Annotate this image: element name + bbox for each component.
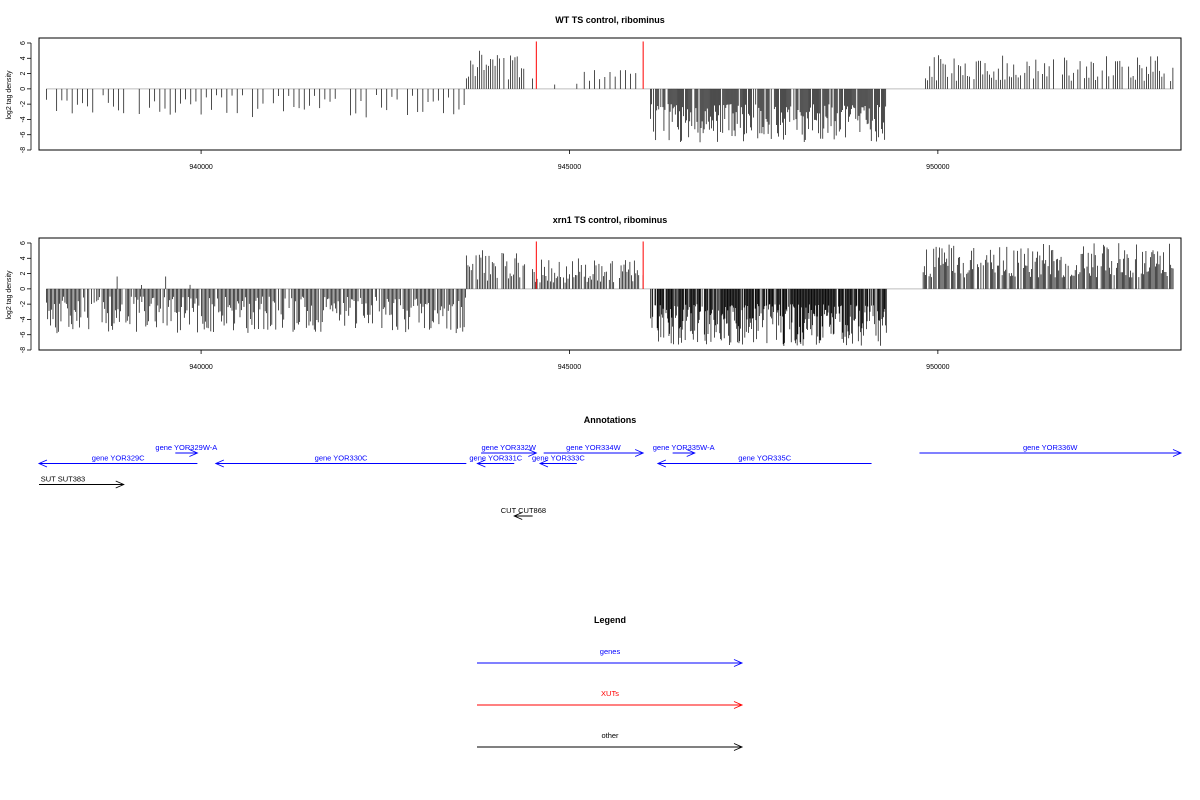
legend-item: XUTs — [477, 689, 744, 709]
strand-arrow-icon — [656, 459, 667, 468]
y-tick-label: 0 — [20, 287, 27, 291]
y-tick-label: 2 — [20, 272, 27, 276]
y-tick-label: -4 — [20, 316, 27, 322]
x-tick-label: 940000 — [189, 164, 212, 171]
y-tick-label: -2 — [20, 101, 27, 107]
feature-label: gene YOR329W-A — [155, 443, 217, 452]
annotation-feature: gene YOR335W-A — [653, 443, 715, 457]
y-tick-label: -4 — [20, 116, 27, 122]
annotations-title: Annotations — [584, 415, 637, 425]
annotation-feature: gene YOR330C — [214, 454, 467, 468]
x-tick-label: 950000 — [926, 364, 949, 371]
xrn1-panel-title: xrn1 TS control, ribominus — [553, 215, 668, 225]
feature-label: gene YOR332W — [481, 443, 536, 452]
y-tick-label: 4 — [20, 56, 27, 60]
annotation-feature: gene YOR329W-A — [155, 443, 217, 457]
strand-arrow-icon — [538, 459, 549, 468]
wt-y-axis: 6 4 2 0 -2 -4 -6 -8 — [20, 41, 32, 153]
legend-title: Legend — [594, 615, 626, 625]
annotation-feature: gene YOR331C — [469, 454, 523, 468]
y-tick-label: 4 — [20, 256, 27, 260]
annotation-feature: gene YOR336W — [919, 443, 1183, 457]
wt-x-axis: 940000 945000 950000 — [189, 150, 950, 171]
legend: Legend genes XUTs other — [477, 615, 744, 751]
strand-arrow-icon — [476, 459, 486, 468]
strand-arrow-icon — [115, 480, 125, 489]
legend-arrow-icon — [733, 743, 744, 751]
annotations-track: Annotations gene YOR329C gene YOR329W-A ge… — [37, 415, 1183, 520]
legend-arrow-icon — [733, 659, 744, 667]
xrn1-density-bars — [46, 241, 1174, 346]
x-tick-label: 945000 — [558, 164, 581, 171]
strand-arrow-icon — [1172, 449, 1183, 457]
strand-arrow-icon — [189, 449, 199, 457]
xrn1-y-axis: 6 4 2 0 -2 -4 -6 -8 — [20, 241, 32, 353]
wt-density-panel: WT TS control, ribominus log2 tag densit… — [6, 15, 1182, 171]
feature-label: CUT CUT868 — [501, 506, 546, 515]
strand-arrow-icon — [37, 459, 48, 468]
feature-label: gene YOR335C — [738, 454, 791, 463]
wt-y-axis-label: log2 tag density — [6, 70, 13, 120]
y-tick-label: -6 — [20, 132, 27, 138]
y-tick-label: -8 — [20, 147, 27, 153]
wt-plot-frame — [38, 37, 1182, 151]
y-tick-label: 6 — [20, 41, 27, 45]
wt-density-bars — [46, 41, 1174, 143]
y-tick-label: -2 — [20, 301, 27, 307]
x-tick-label: 945000 — [558, 364, 581, 371]
legend-label: other — [601, 731, 619, 740]
y-tick-label: -8 — [20, 347, 27, 353]
annotation-feature: gene YOR332W — [481, 443, 538, 457]
feature-label: gene YOR331C — [469, 454, 522, 463]
legend-label: genes — [600, 647, 621, 656]
feature-label: gene YOR329C — [92, 454, 145, 463]
feature-label: gene YOR330C — [315, 454, 368, 463]
strand-arrow-icon — [214, 459, 225, 468]
annotation-feature: gene YOR335C — [656, 454, 872, 468]
xrn1-density-panel: xrn1 TS control, ribominus log2 tag dens… — [6, 215, 1182, 371]
y-tick-label: 6 — [20, 241, 27, 245]
legend-arrow-icon — [733, 701, 744, 709]
feature-label: gene YOR333C — [532, 454, 585, 463]
annotation-feature: SUT SUT383 — [39, 475, 125, 489]
xrn1-x-axis: 940000 945000 950000 — [189, 350, 950, 371]
annotation-feature: CUT CUT868 — [501, 506, 546, 520]
y-tick-label: 2 — [20, 72, 27, 76]
xrn1-y-axis-label: log2 tag density — [6, 270, 13, 320]
legend-label: XUTs — [601, 689, 619, 698]
strand-arrow-icon — [513, 512, 523, 520]
feature-label: gene YOR335W-A — [653, 443, 715, 452]
x-tick-label: 950000 — [926, 164, 949, 171]
annotation-feature: gene YOR333C — [532, 454, 585, 468]
y-tick-label: 0 — [20, 87, 27, 91]
xrn1-plot-frame — [38, 237, 1182, 351]
feature-label: gene YOR336W — [1023, 443, 1078, 452]
annotation-feature: gene YOR334W — [543, 443, 645, 457]
wt-panel-title: WT TS control, ribominus — [555, 15, 665, 25]
strand-arrow-icon — [634, 449, 645, 457]
legend-item: genes — [477, 647, 744, 667]
x-tick-label: 940000 — [189, 364, 212, 371]
annotation-feature: gene YOR329C — [37, 454, 198, 468]
legend-item: other — [477, 731, 744, 751]
strand-arrow-icon — [528, 449, 538, 457]
strand-arrow-icon — [686, 449, 696, 457]
feature-label: SUT SUT383 — [41, 475, 85, 484]
feature-label: gene YOR334W — [566, 443, 621, 452]
y-tick-label: -6 — [20, 332, 27, 338]
